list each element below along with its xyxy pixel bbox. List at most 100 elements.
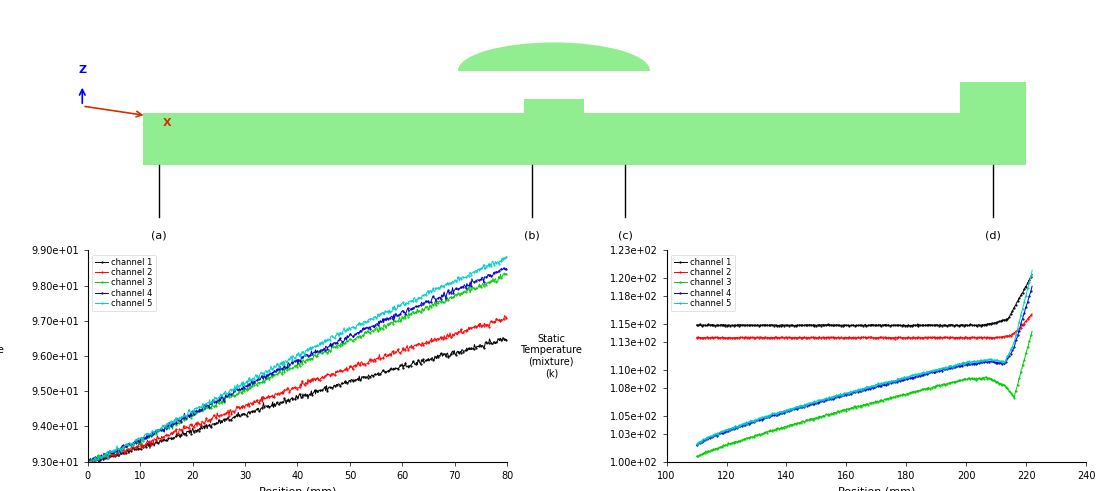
channel 2 [281,384,294,390]
channel 1 [81,458,94,464]
FancyBboxPatch shape [143,113,1026,165]
channel 5 [942,363,955,369]
channel 2 [500,314,513,320]
Text: (b): (b) [524,231,540,241]
channel 5 [426,287,439,293]
channel 4 [500,266,513,272]
channel 3 [498,270,511,276]
channel 4 [749,418,762,424]
channel 1 [1026,272,1039,277]
channel 1 [426,355,439,360]
channel 1 [281,398,294,404]
channel 1 [841,323,855,328]
channel 3 [309,353,323,358]
channel 3 [943,380,957,386]
channel 5 [84,460,98,466]
channel 2 [915,335,928,341]
channel 2 [331,369,344,375]
channel 5 [309,344,323,350]
channel 4 [914,373,927,379]
Y-axis label: Static
Temperature
(mixture)
(k): Static Temperature (mixture) (k) [0,333,3,379]
Line: channel 5: channel 5 [695,269,1033,445]
channel 3 [281,365,294,371]
channel 3 [83,459,97,465]
channel 1 [940,324,953,329]
channel 2 [81,457,94,463]
channel 3 [691,454,704,460]
Line: channel 2: channel 2 [695,313,1033,339]
channel 3 [690,454,703,460]
channel 1 [777,323,790,328]
channel 3 [1026,328,1039,334]
channel 2 [887,335,901,341]
channel 2 [777,334,790,340]
channel 1 [690,322,703,328]
FancyBboxPatch shape [524,71,584,113]
Line: channel 3: channel 3 [695,330,1033,458]
channel 5 [500,254,513,260]
channel 4 [1026,283,1039,289]
Line: channel 4: channel 4 [87,267,508,463]
channel 4 [83,459,97,465]
channel 5 [887,378,901,384]
channel 2 [749,335,762,341]
Text: (a): (a) [151,231,167,241]
channel 5 [914,371,927,377]
channel 5 [331,331,344,337]
channel 4 [491,270,505,276]
channel 3 [426,301,439,307]
channel 2 [690,335,703,341]
channel 2 [1026,311,1039,317]
channel 4 [777,409,790,415]
Line: channel 4: channel 4 [695,285,1033,446]
channel 3 [284,365,297,371]
channel 1 [331,381,344,387]
Y-axis label: Static
Temperature
(mixture)
(k): Static Temperature (mixture) (k) [520,333,583,379]
channel 4 [284,361,297,367]
channel 3 [81,457,94,463]
channel 1 [749,323,762,328]
FancyBboxPatch shape [459,71,649,99]
Line: channel 5: channel 5 [87,256,508,464]
X-axis label: Position (mm): Position (mm) [838,486,915,491]
channel 5 [777,409,790,415]
channel 4 [690,442,703,448]
channel 5 [749,416,762,422]
channel 1 [92,459,105,465]
Text: X: X [163,118,171,128]
channel 1 [500,337,513,343]
channel 1 [497,334,510,340]
channel 1 [309,391,323,397]
channel 4 [942,365,955,371]
FancyBboxPatch shape [960,82,1026,113]
channel 1 [284,397,297,403]
channel 2 [498,313,511,319]
Legend: channel 1, channel 2, channel 3, channel 4, channel 5: channel 1, channel 2, channel 3, channel… [670,254,735,311]
channel 5 [491,259,505,265]
channel 3 [491,278,505,284]
Text: Z: Z [78,65,87,76]
channel 4 [81,458,94,464]
channel 1 [887,322,901,328]
channel 3 [842,406,856,412]
channel 4 [309,347,323,353]
Line: channel 1: channel 1 [695,273,1033,327]
channel 4 [331,337,344,343]
channel 3 [915,387,928,393]
channel 2 [943,334,957,340]
channel 3 [889,394,902,400]
channel 2 [889,336,902,342]
Line: channel 1: channel 1 [87,336,508,463]
Line: channel 2: channel 2 [87,315,508,464]
channel 2 [491,318,505,324]
channel 5 [1026,267,1039,273]
channel 2 [841,335,855,341]
channel 3 [331,343,344,349]
channel 3 [750,433,764,439]
channel 2 [284,388,297,394]
channel 2 [309,378,323,384]
channel 2 [83,460,97,466]
channel 1 [491,335,505,341]
channel 1 [943,322,957,328]
Line: channel 3: channel 3 [87,273,508,463]
